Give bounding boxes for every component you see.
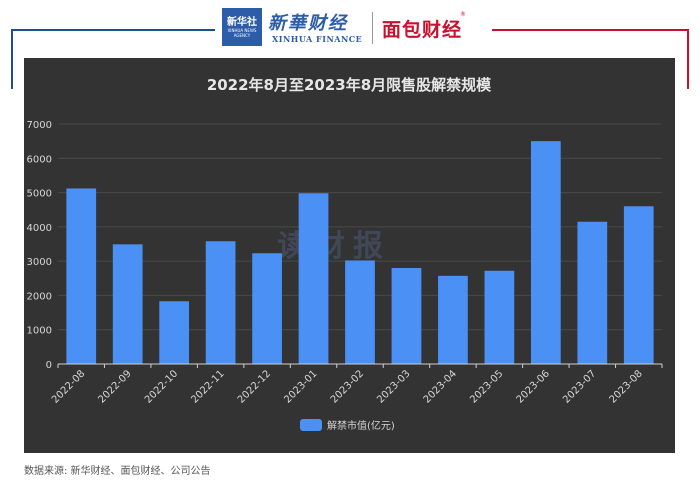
y-tick-label: 3000: [27, 257, 52, 268]
legend: 解禁市值(亿元): [300, 419, 395, 432]
x-tick-label: 2022-08: [50, 368, 87, 405]
bar: [205, 241, 236, 364]
y-tick-label: 1000: [27, 326, 52, 337]
header-logos: 新华社 XINHUA NEWS AGENCY 新華财经 XINHUA FINAN…: [222, 6, 484, 50]
x-tick-label: 2023-03: [375, 368, 412, 405]
x-tick-label: 2022-10: [143, 368, 180, 405]
xinhua-logo: 新华社 XINHUA NEWS AGENCY: [222, 8, 262, 46]
xinhua-finance-en: XINHUA FINANCE: [272, 34, 363, 44]
x-tick-label: 2023-06: [515, 368, 552, 405]
xinhua-badge-text: 新华社: [227, 17, 257, 28]
legend-swatch: [300, 419, 322, 431]
frame-line-right: [492, 29, 689, 31]
x-tick-label: 2022-09: [96, 368, 133, 405]
bar: [159, 301, 190, 364]
chart-title: 2022年8月至2023年8月限售股解禁规模: [207, 76, 492, 94]
bar: [112, 244, 143, 364]
bar: [577, 221, 608, 364]
x-tick-label: 2022-12: [236, 368, 273, 405]
bar: [530, 141, 561, 364]
bar: [438, 275, 468, 364]
y-tick-label: 4000: [27, 223, 52, 234]
bar: [391, 268, 422, 364]
x-tick-label: 2022-11: [189, 368, 226, 405]
x-tick-label: 2023-01: [282, 368, 319, 405]
x-tick-label: 2023-07: [561, 368, 598, 405]
watermark: 读财报: [277, 229, 391, 264]
x-tick-label: 2023-02: [329, 368, 366, 405]
y-tick-label: 6000: [27, 154, 52, 165]
bar-chart: 2022年8月至2023年8月限售股解禁规模 读财报 0 1000 2000 3000…: [27, 76, 663, 432]
bar: [623, 206, 654, 364]
xinhua-finance-name: 新華财经: [268, 13, 348, 34]
mianbao-logo: 面包财经: [382, 19, 463, 41]
y-tick-label: 2000: [27, 291, 52, 302]
registered-mark: ®: [460, 11, 466, 18]
y-tick-label: 0: [46, 360, 52, 371]
xinhua-badge-en: XINHUA NEWS AGENCY: [227, 28, 257, 38]
y-tick-label: 5000: [27, 189, 52, 200]
legend-label: 解禁市值(亿元): [327, 419, 395, 432]
bar: [298, 193, 329, 364]
frame-line-left: [11, 29, 215, 31]
frame-side-left: [11, 29, 13, 89]
bar: [484, 270, 515, 364]
bar: [345, 260, 375, 364]
chart-panel: 2022年8月至2023年8月限售股解禁规模 读财报 0 1000 2000 3000…: [24, 58, 675, 453]
bar: [66, 188, 97, 364]
y-tick-label: 7000: [27, 120, 52, 131]
x-tick-label: 2023-08: [608, 368, 645, 405]
bar: [252, 253, 282, 364]
source-note: 数据来源: 新华财经、面包财经、公司公告: [24, 466, 211, 477]
x-tick-label: 2023-05: [468, 368, 505, 405]
logo-divider: [372, 12, 373, 44]
x-tick-label: 2023-04: [422, 368, 459, 405]
frame-side-right: [687, 29, 689, 89]
